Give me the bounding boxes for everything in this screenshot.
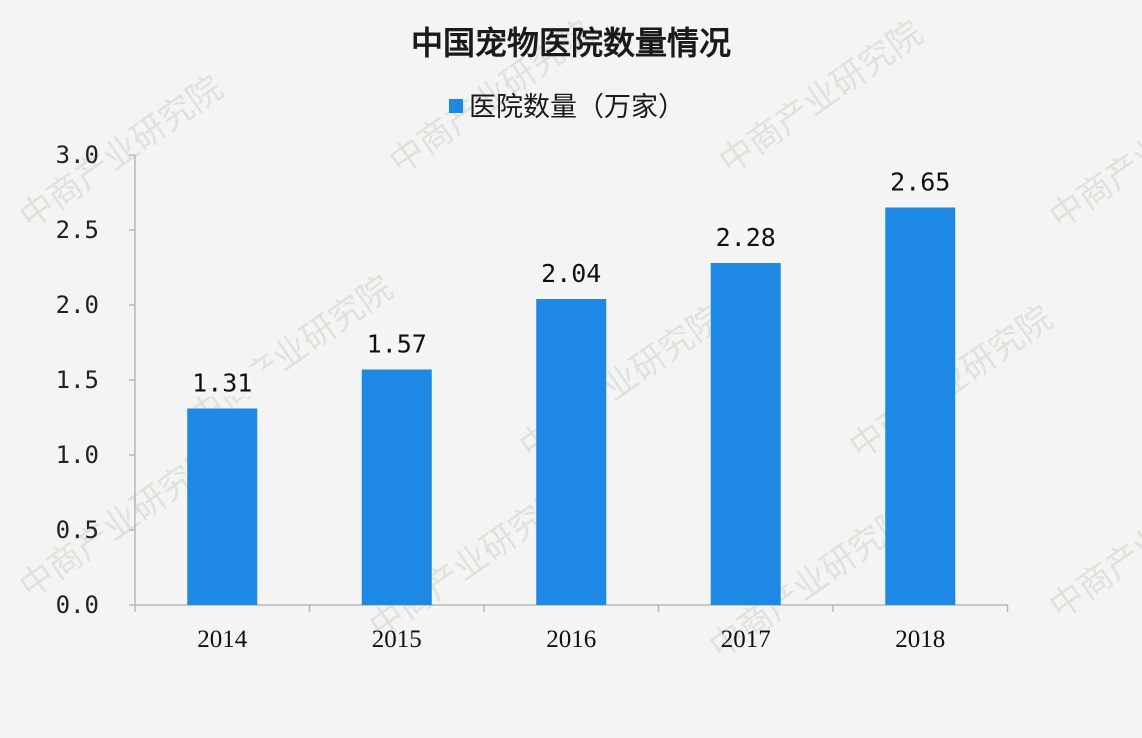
watermark-text: 中商产业研究院 — [1042, 458, 1142, 627]
legend-label: 医院数量（万家） — [469, 92, 685, 123]
y-tick-label: 2.0 — [56, 291, 99, 319]
legend-swatch — [449, 99, 463, 113]
data-label-2016: 2.04 — [541, 259, 601, 288]
chart-title: 中国宠物医院数量情况 — [411, 24, 731, 62]
y-tick-label: 1.0 — [56, 441, 99, 469]
bar-2015 — [361, 369, 432, 605]
data-labels: 1.31 1.57 2.04 2.28 2.65 — [182, 165, 961, 398]
watermark-text: 中商产业研究院 — [1042, 68, 1142, 237]
y-tick-label: 1.5 — [56, 366, 99, 394]
x-tick-label: 2015 — [372, 626, 422, 653]
data-label-2018: 2.65 — [890, 168, 950, 197]
data-label-bg — [182, 366, 263, 397]
x-tick-label: 2016 — [546, 626, 596, 653]
x-tick-label: 2014 — [197, 626, 248, 653]
data-label-bg — [531, 257, 612, 287]
bar-2014 — [187, 408, 258, 605]
data-label-2014: 1.31 — [192, 369, 252, 398]
y-tick-label: 0.5 — [56, 516, 99, 544]
bar-2018 — [885, 207, 956, 605]
x-tick-label: 2017 — [721, 626, 771, 653]
data-label-2017: 2.28 — [716, 223, 776, 252]
watermark-text: 中商产业研究院 — [12, 68, 230, 237]
x-tick-label: 2018 — [895, 626, 945, 653]
legend: 医院数量（万家） — [449, 92, 685, 123]
data-label-bg — [880, 165, 961, 196]
axes: 0.0 0.5 1.0 1.5 2.0 2.5 3.0 2014 2015 2016 2017 201… — [56, 141, 1009, 653]
watermark-text: 中商产业研究院 — [712, 13, 930, 182]
bars — [187, 207, 956, 605]
data-label-bg — [356, 327, 437, 358]
bar-2017 — [710, 263, 781, 605]
bar-2016 — [536, 299, 607, 605]
y-tick-label: 3.0 — [56, 141, 99, 169]
data-label-2015: 1.57 — [367, 330, 427, 359]
data-label-bg — [705, 221, 786, 251]
y-tick-label: 0.0 — [56, 591, 99, 619]
y-tick-label: 2.5 — [56, 216, 99, 244]
